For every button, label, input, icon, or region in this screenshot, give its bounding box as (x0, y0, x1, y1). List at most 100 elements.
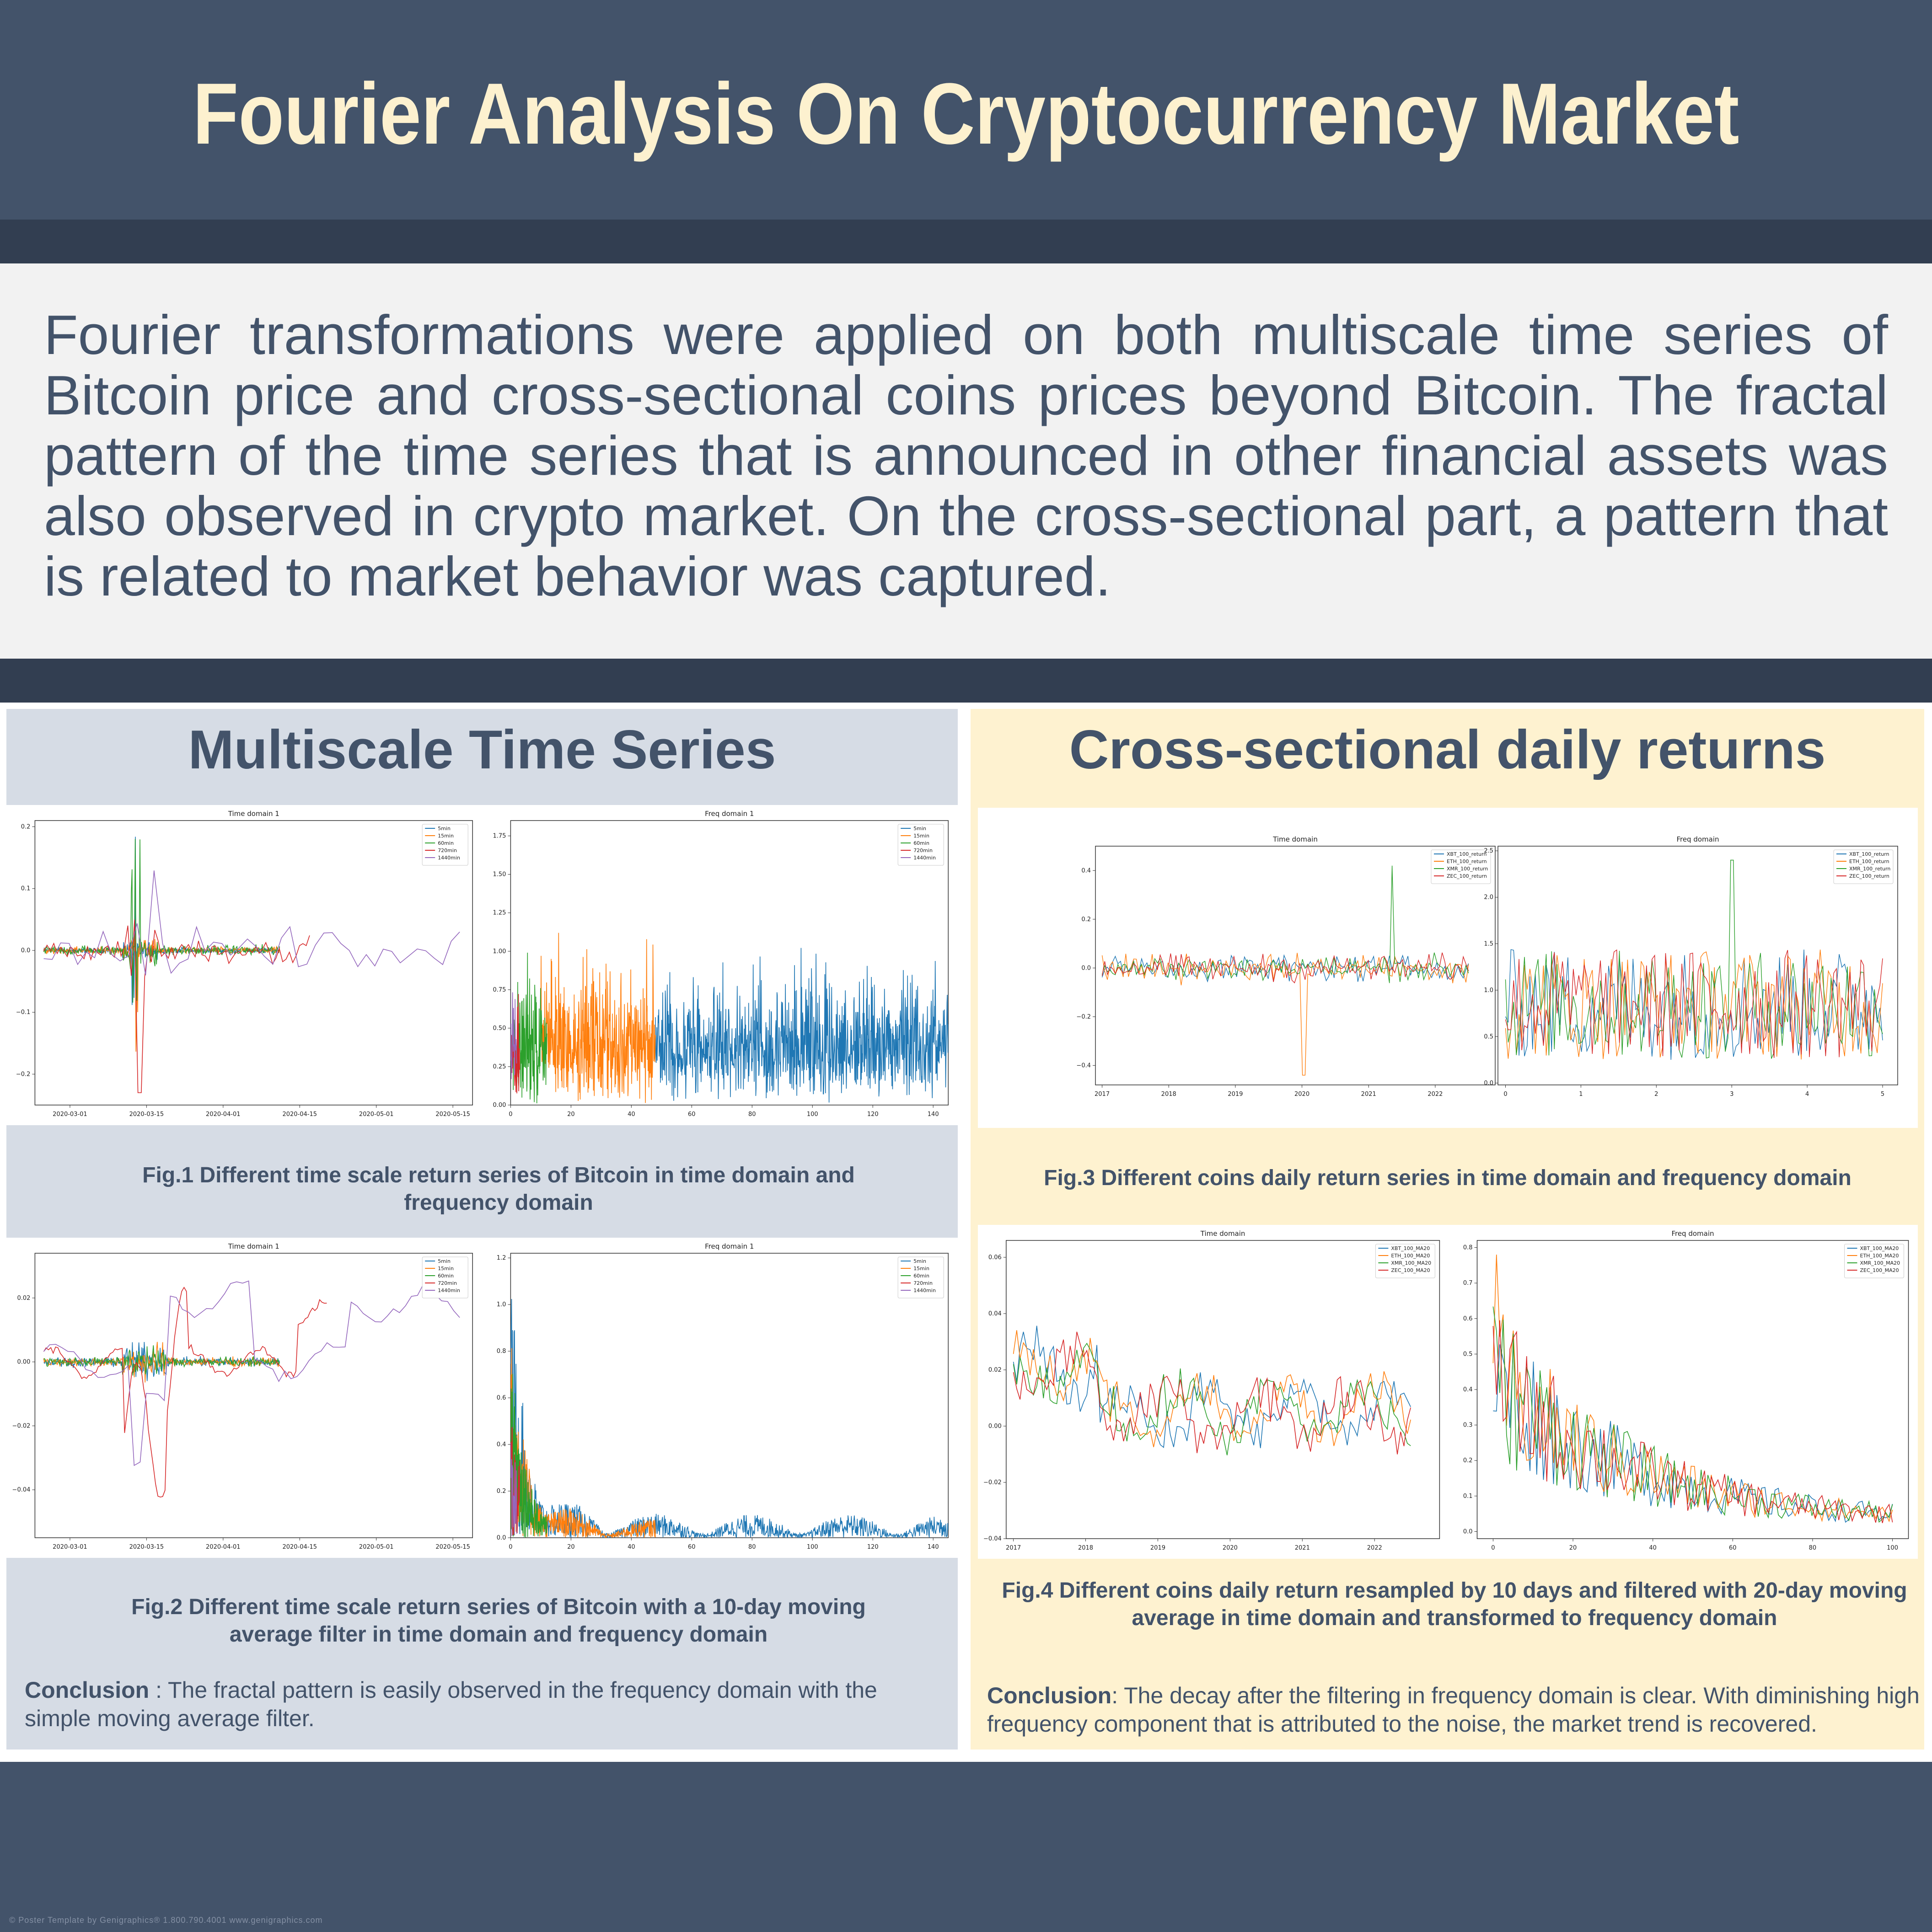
legend-label: 60min (913, 1273, 929, 1279)
legend-label: 5min (913, 1258, 926, 1264)
y-tick-label: 0.2 (497, 1488, 506, 1495)
x-tick-label: 0 (509, 1544, 512, 1551)
y-tick-label: 0.0 (1463, 1528, 1473, 1535)
legend-box (1375, 1244, 1435, 1278)
x-tick-label: 2020 (1223, 1545, 1238, 1551)
right-conclusion-label: Conclusion (987, 1683, 1112, 1708)
y-tick-label: 0.2 (21, 824, 31, 831)
y-tick-label: 0.25 (493, 1063, 506, 1070)
series-line-XMR_100_return (1505, 859, 1883, 1059)
chart-title: Time domain 1 (228, 1242, 279, 1250)
fig2-freq-chart: Freq domain 1 0 20 40 60 80 100 120 140 1.2 1.0 0.8… (497, 1242, 949, 1551)
x-tick-label: 60 (688, 1544, 696, 1551)
x-tick-label: 2 (1654, 1091, 1658, 1098)
legend-label: 5min (913, 826, 926, 832)
poster-title: Fourier Analysis On Cryptocurrency Marke… (193, 65, 1739, 162)
legend-label: XBT_100_return (1447, 851, 1487, 857)
series-line-720min (43, 1287, 327, 1497)
x-tick-label: 2017 (1095, 1091, 1110, 1098)
fig2-time-chart: Time domain 1 2020-03-01 2020-03-15 2020-04… (12, 1242, 473, 1551)
y-tick-label: −0.02 (12, 1422, 31, 1429)
x-tick-label: 100 (807, 1111, 818, 1118)
y-tick-label: 1.00 (493, 948, 506, 955)
x-tick-label: 80 (1809, 1545, 1817, 1551)
x-tick-label: 2018 (1161, 1091, 1176, 1098)
fig1-caption: Fig.1 Different time scale return series… (142, 1163, 855, 1215)
x-tick-label: 40 (628, 1111, 635, 1118)
x-tick-label: 0 (1503, 1091, 1507, 1098)
fig4-figure: Time domain 2017 2018 2019 2020 2021 2022 0.06 0… (978, 1225, 1918, 1559)
legend-label: 1440min (438, 1288, 460, 1293)
legend-label: ZEC_100_MA20 (1391, 1267, 1430, 1273)
series-line-ZEC_100_MA20 (1013, 1331, 1411, 1454)
x-tick-label: 5 (1881, 1091, 1884, 1098)
y-tick-label: 2.5 (1484, 848, 1493, 854)
x-tick-label: 100 (1887, 1545, 1898, 1551)
legend-label: XBT_100_return (1849, 851, 1889, 857)
legend-label: 60min (438, 840, 454, 846)
series-line-1440min (43, 1280, 460, 1466)
legend-label: 15min (438, 1266, 454, 1272)
x-tick-label: 100 (807, 1544, 818, 1551)
y-tick-label: −0.4 (1076, 1062, 1091, 1069)
legend-label: XMR_100_MA20 (1860, 1260, 1900, 1266)
fig4-time-chart: Time domain 2017 2018 2019 2020 2021 2022 0.06 0… (983, 1229, 1440, 1551)
right-conclusion-text: : The decay after the filtering in frequ… (987, 1683, 1920, 1737)
legend-box (1431, 849, 1491, 884)
legend-box (1844, 1244, 1904, 1278)
x-tick-label: 2020-04-15 (282, 1544, 317, 1551)
x-tick-label: 3 (1730, 1091, 1733, 1098)
x-tick-label: 120 (867, 1544, 879, 1551)
series-line-ZEC_100_MA20 (1492, 1320, 1893, 1524)
legend-label: XMR_100_MA20 (1391, 1260, 1431, 1266)
y-tick-label: 0.06 (988, 1254, 1002, 1261)
x-tick-label: 2020-05-01 (359, 1111, 394, 1118)
x-tick-label: 80 (748, 1544, 756, 1551)
legend-label: ZEC_100_return (1447, 873, 1487, 879)
series-line-XMR_100_return (1101, 865, 1469, 983)
x-tick-label: 2020-04-01 (206, 1544, 241, 1551)
y-tick-label: 0.6 (1463, 1315, 1473, 1322)
fig3-freq-chart: Freq domain 0 1 2 3 4 5 2.5 2.0 1.5 1.0 0.5 0.0 XBT_1… (1484, 835, 1898, 1098)
x-tick-label: 4 (1805, 1091, 1809, 1098)
legend-label: 720min (438, 848, 457, 853)
legend-box (422, 1256, 468, 1299)
series-line-1440min (43, 870, 460, 976)
y-tick-label: 0.1 (1463, 1493, 1473, 1500)
x-tick-label: 2020-05-15 (435, 1111, 470, 1118)
y-tick-label: 0.02 (17, 1295, 30, 1302)
y-tick-label: −0.02 (983, 1479, 1002, 1486)
y-tick-label: 1.75 (493, 833, 506, 840)
x-tick-label: 140 (928, 1111, 939, 1118)
y-tick-label: 0.75 (493, 987, 506, 993)
y-tick-label: 1.25 (493, 910, 506, 917)
x-tick-label: 40 (628, 1544, 635, 1551)
y-tick-label: −0.2 (1076, 1014, 1091, 1020)
plot-frame (34, 1253, 473, 1538)
plot-frame (1006, 1240, 1440, 1539)
abstract-text: Fourier transformations were applied on … (44, 304, 1888, 607)
fig1-figure: Time domain 1 2020-03-01 2020-03-15 2020-04… (6, 805, 958, 1125)
y-tick-label: −0.1 (16, 1009, 31, 1016)
fig3-time-chart: Time domain 2017 2018 2019 2020 2021 2022 0.4 0.… (1076, 835, 1496, 1098)
series-line-1440min (510, 1443, 517, 1536)
y-tick-label: 0.50 (493, 1025, 506, 1032)
series-line-ZEC_100_return (1101, 952, 1469, 984)
x-tick-label: 2020 (1294, 1091, 1309, 1098)
y-tick-label: 1.50 (493, 871, 506, 878)
x-tick-label: 40 (1649, 1545, 1657, 1551)
y-tick-label: 0.0 (21, 947, 31, 954)
y-tick-label: 0.6 (497, 1395, 506, 1401)
x-tick-label: 120 (867, 1111, 879, 1118)
x-tick-label: 2021 (1295, 1545, 1310, 1551)
legend-label: 15min (913, 1266, 929, 1272)
x-tick-label: 60 (1729, 1545, 1737, 1551)
chart-title: Time domain 1 (228, 810, 279, 818)
x-tick-label: 2019 (1228, 1091, 1243, 1098)
chart-title: Freq domain (1671, 1229, 1714, 1238)
y-tick-label: 0.0 (1081, 965, 1091, 971)
fig1-freq-chart: Freq domain 1 0 20 40 60 80 100 120 140 1.75 1.50 1… (493, 810, 949, 1118)
y-tick-label: 1.0 (1484, 987, 1493, 994)
y-tick-label: 0.4 (1081, 867, 1091, 874)
x-tick-label: 60 (688, 1111, 696, 1118)
